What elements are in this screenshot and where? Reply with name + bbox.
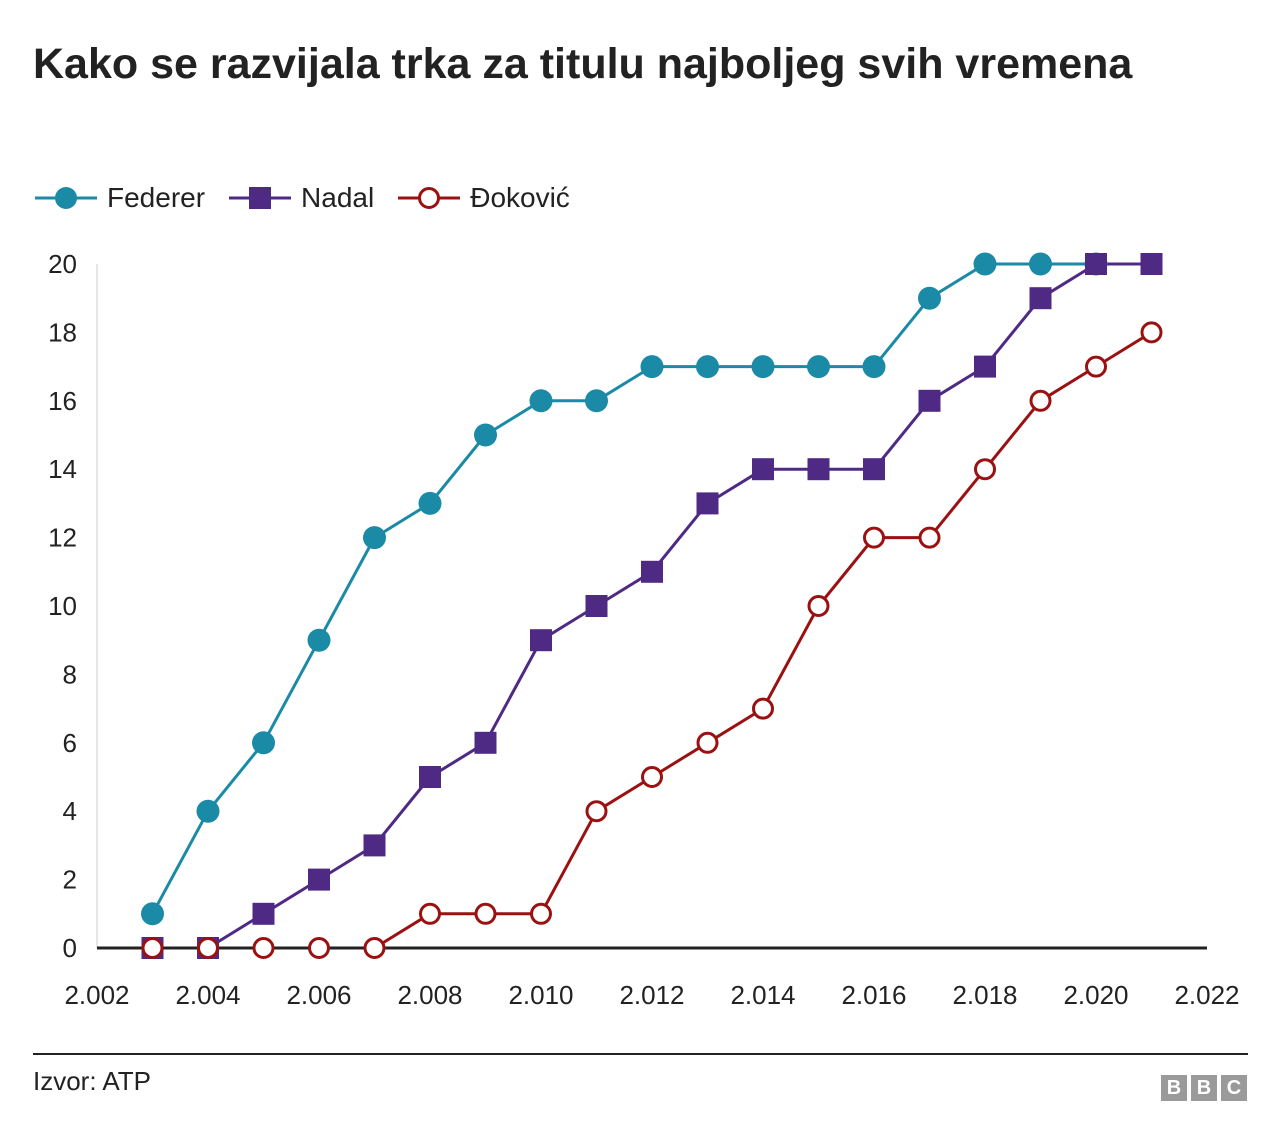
data-point (752, 458, 774, 481)
y-tick-label: 16 (48, 386, 77, 416)
data-point (252, 937, 275, 959)
x-tick-label: 2.016 (841, 980, 906, 1010)
data-point (1085, 355, 1107, 378)
data-point (1029, 287, 1052, 310)
data-point (640, 355, 664, 379)
data-point (918, 389, 941, 412)
data-point (585, 800, 608, 823)
footer-divider (33, 1053, 1248, 1055)
data-point (363, 526, 386, 550)
data-point (307, 628, 331, 652)
series-line-2 (152, 331, 1153, 950)
data-point (530, 629, 552, 652)
y-tick-label: 4 (63, 796, 77, 826)
data-point (1140, 253, 1163, 275)
data-point (862, 355, 886, 379)
y-tick-label: 0 (63, 933, 77, 963)
data-point (363, 937, 386, 959)
data-point (308, 937, 330, 959)
data-point (363, 834, 386, 857)
data-point (1029, 389, 1052, 412)
x-tick-label: 2.008 (397, 980, 462, 1010)
y-tick-label: 8 (63, 659, 77, 689)
chart-title: Kako se razvijala trka za titulu najbolj… (33, 40, 1133, 88)
data-point (807, 355, 830, 379)
data-point (418, 491, 442, 515)
y-tick-label: 2 (63, 865, 77, 895)
x-tick-label: 2.006 (286, 980, 351, 1010)
data-point (419, 766, 441, 788)
x-tick-label: 2.020 (1063, 980, 1128, 1010)
legend-item-nadal: Nadal (227, 182, 374, 214)
data-point (973, 252, 997, 276)
data-point (529, 389, 553, 413)
y-tick-label: 10 (48, 591, 77, 621)
bbc-logo-letter: B (1191, 1075, 1217, 1101)
data-point (585, 595, 608, 617)
data-point (1140, 321, 1163, 344)
data-point (474, 902, 497, 925)
data-point (141, 937, 164, 959)
data-point (696, 355, 719, 379)
data-point (918, 286, 941, 310)
data-point (196, 799, 220, 823)
data-point (752, 697, 774, 720)
data-point (1029, 252, 1052, 276)
data-point (918, 526, 941, 549)
data-point (641, 560, 663, 583)
data-point (474, 731, 497, 754)
data-point (751, 355, 775, 379)
data-point (807, 595, 830, 617)
data-point (585, 389, 608, 413)
data-point (696, 731, 719, 754)
y-tick-label: 18 (48, 317, 77, 347)
data-point (641, 766, 663, 788)
x-tick-label: 2.014 (730, 980, 795, 1010)
data-point (308, 868, 330, 891)
source-note: Izvor: ATP (33, 1066, 151, 1096)
data-point (530, 902, 552, 925)
x-tick-label: 2.002 (64, 980, 129, 1010)
data-point (696, 492, 719, 515)
line-chart: 0 2 4 6 8 10 12 14 16 18 20 2.002 2.004 2.006 2.008 2.0… (48, 249, 1239, 1010)
y-tick-label: 20 (48, 249, 77, 279)
data-point (419, 902, 441, 925)
legend-label-djokovic: Đoković (470, 182, 570, 213)
data-point (252, 731, 275, 755)
x-tick-label: 2.022 (1174, 980, 1239, 1010)
y-tick-label: 6 (63, 728, 77, 758)
bbc-logo-letter: B (1161, 1075, 1187, 1101)
data-point (974, 355, 996, 378)
data-point (197, 937, 219, 959)
x-tick-label: 2.010 (508, 980, 573, 1010)
legend-item-federer: Federer (33, 182, 205, 214)
legend-marker-nadal (229, 187, 292, 209)
legend-marker-djokovic (398, 187, 461, 209)
x-tick-label: 2.018 (952, 980, 1017, 1010)
legend-marker-federer (35, 187, 97, 209)
data-point (974, 458, 996, 481)
bbc-logo: B B C (1157, 1075, 1247, 1101)
bbc-logo-letter: C (1221, 1075, 1247, 1101)
data-point (863, 458, 885, 481)
legend-label-federer: Federer (107, 182, 206, 213)
data-point (252, 902, 275, 925)
x-tick-label: 2.012 (619, 980, 684, 1010)
chart-legend: Federer Nadal Đoković (33, 176, 592, 220)
data-point (474, 423, 497, 447)
legend-label-nadal: Nadal (301, 182, 375, 213)
x-tick-label: 2.004 (175, 980, 240, 1010)
data-point (141, 902, 164, 926)
legend-item-djokovic: Đoković (396, 182, 570, 214)
data-point (1085, 253, 1107, 275)
data-point (807, 458, 830, 481)
y-tick-label: 12 (48, 523, 77, 553)
y-tick-label: 14 (48, 454, 77, 484)
data-point (863, 526, 885, 549)
